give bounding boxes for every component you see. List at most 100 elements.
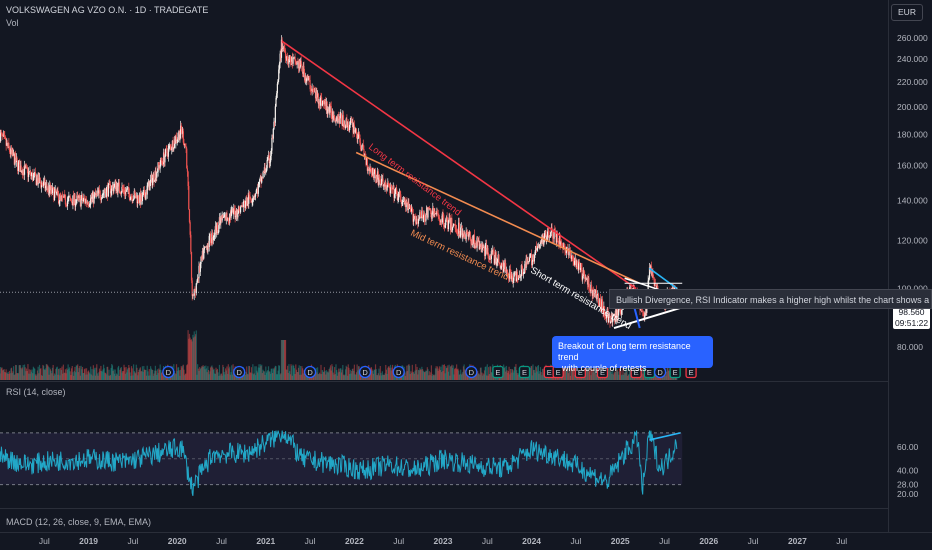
volume-bar [661, 375, 663, 380]
volume-bar [40, 375, 43, 380]
candle-body [259, 179, 261, 182]
volume-bar [107, 375, 109, 380]
volume-bar [291, 365, 293, 380]
volume-bar [413, 373, 415, 380]
candle-body [78, 195, 80, 198]
earnings-marker[interactable]: E [669, 365, 681, 379]
volume-bar [254, 375, 257, 380]
dividend-marker[interactable]: D [465, 365, 478, 379]
volume-bar [335, 364, 337, 380]
volume-label[interactable]: Vol [6, 18, 19, 28]
candle-body [511, 275, 514, 283]
candle-body [441, 213, 443, 223]
candle-body [370, 166, 372, 170]
dividend-marker[interactable]: D [233, 365, 246, 379]
candle-body [513, 272, 516, 274]
candle-body [174, 139, 176, 144]
volume-bar [357, 370, 359, 380]
macd-label[interactable]: MACD (12, 26, close, 9, EMA, EMA) [6, 517, 152, 527]
breakout-note[interactable]: Breakout of Long term resistance trend w… [552, 336, 713, 373]
candle-body [104, 192, 106, 193]
candle-body [570, 256, 572, 259]
candle-body [527, 261, 529, 263]
dividend-marker[interactable]: D [392, 365, 405, 379]
candle-body [392, 185, 394, 190]
time-tick-label: 2021 [256, 536, 275, 546]
candle-body [497, 254, 499, 259]
symbol-title[interactable]: VOLKSWAGEN AG VZO O.N. · 1D · TRADEGATE [6, 5, 209, 15]
candle-body [28, 171, 30, 177]
dividend-marker[interactable]: D [358, 365, 372, 379]
candle-body [269, 162, 271, 164]
volume-bar [428, 371, 430, 380]
volume-bar [48, 374, 50, 380]
rsi-tick-label: 20.00 [897, 489, 919, 499]
volume-bar [284, 340, 286, 380]
volume-bar [416, 366, 418, 380]
candle-body [644, 311, 647, 316]
volume-bar [66, 368, 68, 380]
candle-body [163, 152, 165, 163]
volume-bar [177, 367, 179, 380]
candle-body [130, 195, 133, 197]
candle-body [351, 120, 353, 123]
volume-bar [443, 364, 445, 380]
candle-body [9, 151, 11, 154]
candle-body [492, 250, 495, 251]
candle-body [346, 122, 349, 128]
earnings-marker[interactable]: E [518, 365, 531, 379]
candle-body [473, 234, 475, 244]
volume-bar [452, 365, 454, 380]
candle-body [252, 199, 254, 201]
time-axis[interactable]: Jul 2019 Jul 2020 Jul 2021 Jul 2022 Jul 2023 Jul 20… [39, 536, 847, 546]
volume-bar [508, 366, 510, 380]
volume-bar [118, 375, 120, 380]
event-marker-code: E [547, 368, 552, 377]
dividend-marker[interactable]: D [303, 365, 317, 379]
volume-bar [162, 375, 164, 380]
volume-bar [287, 365, 289, 380]
candle-body [248, 194, 251, 197]
candle-body [26, 166, 28, 170]
bullish-divergence-note[interactable]: Bullish Divergence, RSI Indicator makes … [609, 289, 932, 309]
candle-body [353, 124, 355, 133]
volume-bar [432, 375, 435, 380]
volume-bar [382, 374, 384, 380]
volume-bar [457, 368, 459, 380]
volume-bar [507, 371, 510, 380]
currency-button[interactable]: EUR [891, 4, 923, 21]
volume-bar [269, 373, 272, 380]
rsi-label[interactable]: RSI (14, close) [6, 387, 66, 397]
volume-bar [49, 369, 52, 380]
volume-bar [640, 375, 642, 380]
candle-body [285, 58, 287, 61]
volume-bar [572, 368, 574, 380]
candle-body [640, 308, 642, 311]
candle-body [573, 261, 576, 265]
candle-body [364, 154, 366, 157]
volume-bar [192, 334, 194, 380]
volume-bar [304, 375, 306, 380]
earnings-marker[interactable]: E [492, 365, 504, 379]
candle-body [514, 272, 516, 274]
volume-bar [137, 372, 139, 380]
candle-body [473, 234, 475, 249]
volume-bar [413, 372, 415, 380]
candle-body [561, 244, 563, 246]
price-axis[interactable]: 80.000100.000120.000140.000160.000180.00… [897, 33, 928, 352]
candle-body [329, 104, 332, 107]
dividend-marker[interactable]: D [162, 365, 175, 379]
candle-body [130, 195, 132, 200]
candle-body [345, 118, 347, 127]
candle-body [207, 245, 210, 248]
volume-bar [418, 370, 420, 380]
candle-body [96, 190, 99, 194]
volume-bar [50, 370, 52, 380]
candle-body [379, 179, 381, 185]
volume-bar [540, 372, 542, 380]
candle-body [303, 66, 305, 73]
volume-bar [478, 373, 480, 380]
candle-body [565, 249, 567, 254]
volume-bar [345, 365, 347, 380]
